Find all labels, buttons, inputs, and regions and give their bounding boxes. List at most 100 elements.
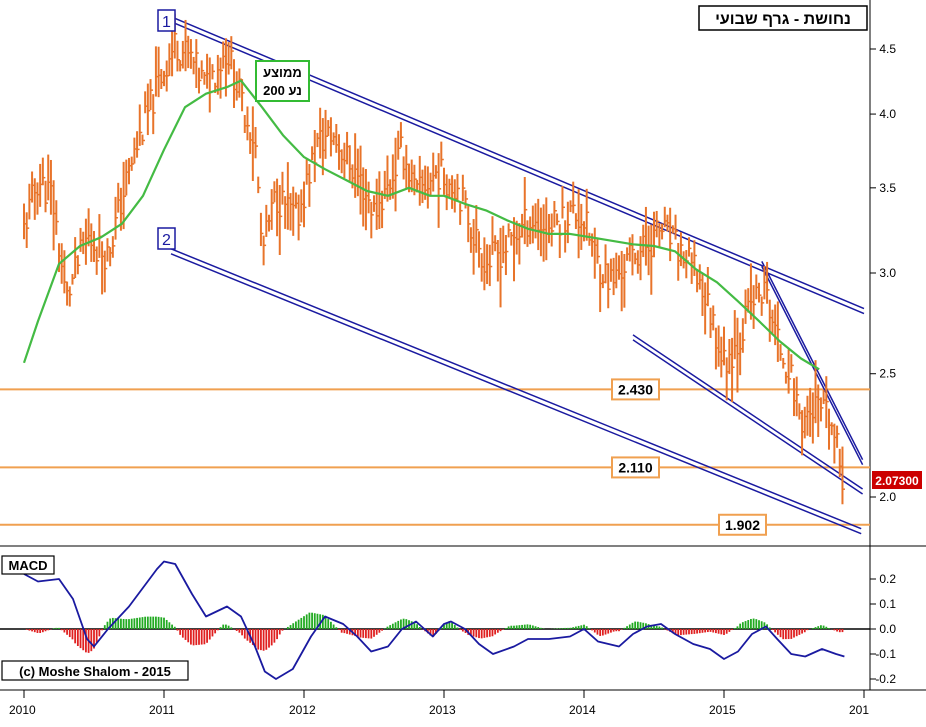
price-bar <box>499 227 504 308</box>
price-bar <box>459 203 463 225</box>
price-bar <box>76 255 81 275</box>
level-labels: 2.430 2.110 1.902 <box>611 378 767 536</box>
price-bar <box>25 212 30 248</box>
label-2-text: 2 <box>162 232 171 249</box>
price-bar <box>787 349 792 394</box>
price-bar <box>766 261 770 304</box>
price-bar <box>585 188 590 241</box>
price-bar <box>138 104 143 146</box>
price-bar <box>478 231 482 268</box>
price-bar <box>440 141 444 167</box>
last-price-badge: 2.07300 <box>872 471 922 489</box>
x-tick-label: 2012 <box>289 703 316 717</box>
price-bar <box>189 39 194 69</box>
x-tick-label: 2014 <box>569 703 596 717</box>
price-bar <box>308 164 312 207</box>
price-bar <box>71 273 75 285</box>
price-bar <box>55 200 59 235</box>
price-bar <box>475 205 479 253</box>
price-bar <box>149 79 154 111</box>
price-bar <box>262 235 267 266</box>
price-bar <box>712 305 716 331</box>
trendline-4-1 <box>761 261 864 461</box>
level-label-box <box>718 513 767 536</box>
price-bar <box>303 181 307 228</box>
price-bar <box>103 250 108 293</box>
price-bar <box>507 223 512 238</box>
price-bar <box>152 94 156 135</box>
y-tick-label: 2.0 <box>879 490 896 504</box>
price-bar <box>607 263 611 309</box>
price-bar <box>281 171 285 205</box>
price-bar <box>566 201 571 244</box>
y-tick-label: 2.5 <box>879 367 896 381</box>
level-label-2.110: 2.110 <box>611 456 660 479</box>
price-bar <box>230 36 234 70</box>
price-bar <box>550 213 555 247</box>
price-bar <box>211 64 215 80</box>
moving-average-legend: ממוצע נע 200 <box>255 60 310 102</box>
label-1-text: 1 <box>162 14 171 31</box>
price-bar <box>841 446 845 505</box>
price-bar <box>523 177 528 245</box>
x-tick-label: 2015 <box>709 703 736 717</box>
macd-title-box: MACD <box>1 555 55 575</box>
price-bar <box>41 157 46 186</box>
trendline-2-2 <box>170 253 862 535</box>
chart-title: נחושת - גרף שבועי <box>715 11 851 28</box>
x-tick-label: 2011 <box>149 703 175 717</box>
level-label-box <box>611 456 660 479</box>
price-bar <box>631 234 635 276</box>
price-bar <box>661 223 665 240</box>
price-bar <box>198 67 202 94</box>
price-bar <box>504 234 509 276</box>
price-y-axis: 4.5 4.0 3.5 3.0 2.5 2.0 <box>870 42 896 504</box>
price-bar <box>394 137 399 212</box>
price-bar <box>381 190 385 229</box>
trendline-3-1 <box>632 334 864 490</box>
price-bar <box>760 296 765 316</box>
price-bar <box>758 282 762 303</box>
price-bar <box>752 285 757 329</box>
price-bar <box>259 212 264 247</box>
price-bar <box>706 266 711 307</box>
price-bar <box>106 238 110 262</box>
x-tick-label: 201 <box>849 703 869 717</box>
price-bar <box>246 106 250 141</box>
price-bar <box>819 397 824 422</box>
price-bar <box>200 60 205 79</box>
ma-legend-line2: נע 200 <box>263 83 302 98</box>
price-bar <box>723 326 727 366</box>
price-bar <box>297 194 302 241</box>
macd-y-tick-label: -0.1 <box>875 647 896 661</box>
price-bar <box>146 83 151 136</box>
y-tick-label: 3.5 <box>879 181 896 195</box>
title-box: נחושת - גרף שבועי <box>698 5 868 31</box>
price-bar <box>122 161 127 230</box>
price-bar <box>741 318 746 353</box>
price-bar <box>456 173 460 202</box>
y-tick-label: 3.0 <box>879 266 896 280</box>
price-bar <box>836 425 840 448</box>
label-2-box: 2 <box>157 227 176 250</box>
price-bar <box>195 39 199 89</box>
macd-y-tick-label: 0.0 <box>879 622 896 636</box>
price-bar <box>130 156 135 171</box>
price-bar <box>367 181 372 214</box>
price-bar <box>68 286 73 307</box>
price-bar <box>596 237 600 264</box>
price-bar <box>461 174 466 202</box>
macd-panel: 0.2 0.1 0.0 -0.1 -0.2 <box>0 560 896 686</box>
copyright-text: (c) Moshe Shalom - 2015 <box>19 664 171 679</box>
price-bar <box>176 40 180 72</box>
y-tick-label: 4.5 <box>879 42 896 56</box>
price-bar <box>572 181 576 214</box>
macd-y-tick-label: -0.2 <box>875 672 896 686</box>
x-tick-label: 2013 <box>429 703 456 717</box>
price-bar <box>270 189 275 230</box>
price-bar <box>782 357 786 369</box>
ma-legend-line1: ממוצע <box>263 65 302 80</box>
price-bar <box>114 196 119 240</box>
